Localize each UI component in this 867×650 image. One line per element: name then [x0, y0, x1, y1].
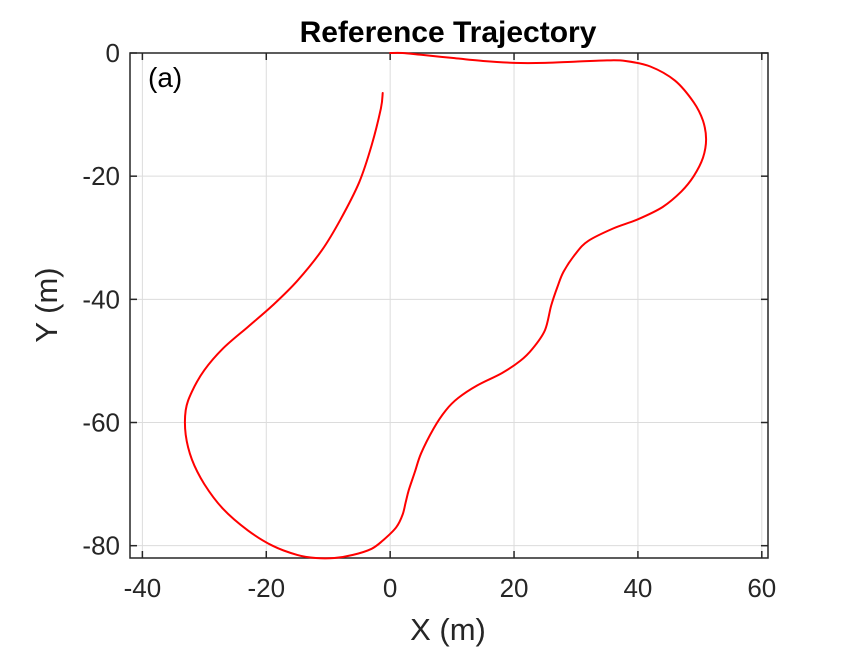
x-tick-label: 60	[747, 573, 776, 603]
trajectory-line	[183, 51, 708, 560]
x-tick-label: -40	[124, 573, 162, 603]
plot-area-frame	[129, 52, 769, 559]
x-tick-labels: -40 -20 0 20 40 60	[124, 573, 777, 603]
panel-label: (a)	[148, 62, 182, 93]
x-tick-label: 0	[383, 573, 397, 603]
x-tick-label: 20	[500, 573, 529, 603]
x-tick-label: 40	[623, 573, 652, 603]
x-tick-label: -20	[247, 573, 285, 603]
chart-title: Reference Trajectory	[300, 16, 597, 49]
y-tick-label: -40	[82, 284, 120, 314]
y-tick-label: -80	[82, 531, 120, 561]
y-tick-label: 0	[106, 38, 120, 68]
y-tick-labels: 0 -20 -40 -60 -80	[82, 38, 120, 561]
grid-lines	[130, 52, 768, 558]
x-axis-label: X (m)	[410, 612, 486, 647]
y-tick-label: -20	[82, 161, 120, 191]
y-axis-label: Y (m)	[29, 267, 64, 342]
y-tick-label: -60	[82, 408, 120, 438]
axis-ticks	[130, 52, 768, 558]
